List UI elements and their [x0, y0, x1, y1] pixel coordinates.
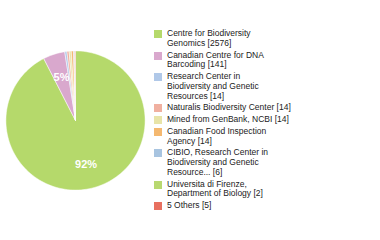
svg-text:5%: 5%: [54, 71, 70, 83]
html-text:Canadian Food Inspection Agenc: Canadian Food Inspection Agency [14]: [167, 125, 267, 146]
html-text:Centre for Biodiversity Genomi: Centre for Biodiversity Genomics [2576]: [167, 28, 251, 48]
html-text:Universita di Firenze, Departm: Universita di Firenze, Department of Bio…: [167, 178, 263, 199]
html-text:Naturalis Biodiversity Center: Naturalis Biodiversity Center [14]: [167, 102, 291, 113]
svg-text:92%: 92%: [75, 158, 97, 170]
html-text:Mined from GenBank, NCBI [14]: Mined from GenBank, NCBI [14]: [167, 114, 289, 125]
html-text:Canadian Centre for DNA Barcod: Canadian Centre for DNA Barcoding [141]: [167, 49, 264, 70]
html-text:5 Others [5]: 5 Others [5]: [167, 200, 212, 211]
html-text:CIBIO, Research Center in Biod: CIBIO, Research Center in Biodiversity a…: [167, 147, 269, 177]
html-text:Research Center in Biodiversit: Research Center in Biodiversity and Gene…: [167, 71, 259, 101]
